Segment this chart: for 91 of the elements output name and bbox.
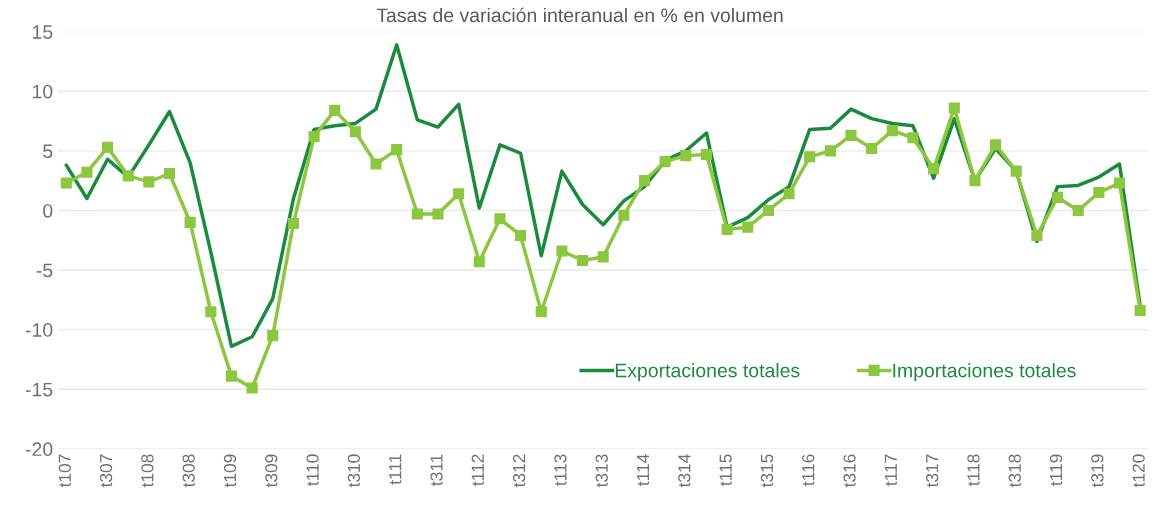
x-tick-label: t313 — [595, 454, 608, 488]
point — [907, 132, 919, 144]
point — [81, 166, 93, 178]
point — [886, 125, 898, 137]
x-tick-label: t107 — [58, 454, 71, 488]
point — [680, 150, 692, 162]
x-tick-label: t115 — [719, 454, 732, 486]
y-tick-label: -15 — [25, 382, 53, 397]
point — [1031, 229, 1043, 242]
point — [473, 256, 485, 268]
point — [143, 176, 155, 188]
x-tick-label: t316 — [843, 454, 856, 488]
x-tick-label: t310 — [347, 454, 361, 488]
point — [1113, 177, 1126, 189]
x-tick-label: t319 — [1091, 454, 1104, 488]
x-tick-label: t111 — [389, 454, 402, 485]
x-tick-label: t307 — [99, 454, 113, 488]
x-tick-label: t118 — [967, 454, 980, 486]
y-tick-label: -5 — [36, 263, 53, 278]
point — [845, 129, 857, 141]
chart-title: Tasas de variación interanual en % en volumen — [376, 7, 783, 23]
point — [349, 126, 361, 138]
y-tick-label: 0 — [43, 203, 53, 218]
point — [370, 158, 382, 170]
point — [576, 254, 589, 267]
point — [948, 102, 960, 114]
x-tick-label: t315 — [760, 454, 774, 488]
legend-label: Exportaciones totales — [615, 363, 800, 382]
point — [267, 330, 279, 342]
x-tick-label: t318 — [1008, 454, 1021, 488]
point — [535, 306, 547, 318]
x-tick-label: t119 — [1049, 454, 1063, 486]
point — [494, 213, 506, 225]
x-tick-label: t308 — [182, 454, 195, 488]
y-tick-label: -10 — [25, 323, 53, 337]
point — [1072, 204, 1084, 217]
point — [122, 170, 134, 182]
point — [432, 208, 444, 220]
x-tick-label: t312 — [512, 454, 526, 488]
x-tick-label: t309 — [265, 454, 278, 488]
point — [700, 148, 713, 160]
x-tick-label: t113 — [554, 454, 567, 486]
point — [391, 144, 403, 156]
x-tick-label: t108 — [141, 454, 154, 488]
y-tick-label: 5 — [43, 144, 53, 159]
y-tick-label: -20 — [25, 442, 53, 457]
point — [246, 382, 258, 394]
point — [184, 216, 196, 228]
point — [60, 177, 72, 189]
point — [163, 167, 176, 180]
x-tick-label: t109 — [223, 454, 237, 488]
point — [287, 217, 299, 230]
y-tick-label: 10 — [33, 84, 53, 99]
point — [329, 104, 341, 116]
y-tick-label: 15 — [33, 25, 53, 39]
point — [556, 245, 568, 257]
point — [1051, 191, 1064, 203]
point — [1134, 304, 1146, 317]
x-tick-label: t314 — [678, 454, 691, 488]
point — [597, 251, 609, 263]
x-tick-label: t317 — [925, 454, 939, 488]
legend-label: Importaciones totales — [893, 363, 1076, 382]
x-tick-label: t120 — [1132, 454, 1145, 488]
point — [824, 145, 836, 157]
point — [762, 204, 774, 217]
x-tick-label: t110 — [306, 454, 319, 486]
point — [453, 188, 465, 200]
point — [411, 208, 423, 220]
point — [866, 142, 878, 155]
point — [928, 163, 940, 175]
point — [742, 221, 754, 233]
x-tick-label: t311 — [430, 454, 443, 486]
point — [721, 223, 733, 236]
point — [659, 156, 671, 168]
point — [225, 370, 238, 382]
x-tick-label: t116 — [802, 454, 815, 486]
point — [308, 130, 320, 143]
point — [969, 175, 981, 187]
point — [990, 139, 1002, 151]
x-tick-label: t112 — [471, 454, 484, 486]
x-tick-label: t114 — [637, 454, 650, 486]
x-tick-label: t117 — [884, 454, 897, 486]
point — [515, 229, 527, 242]
point — [205, 306, 217, 318]
point — [638, 175, 651, 187]
point — [102, 141, 114, 153]
point — [783, 188, 795, 200]
point — [1093, 187, 1105, 199]
point — [804, 151, 816, 163]
point — [1010, 165, 1022, 177]
point — [618, 209, 630, 221]
